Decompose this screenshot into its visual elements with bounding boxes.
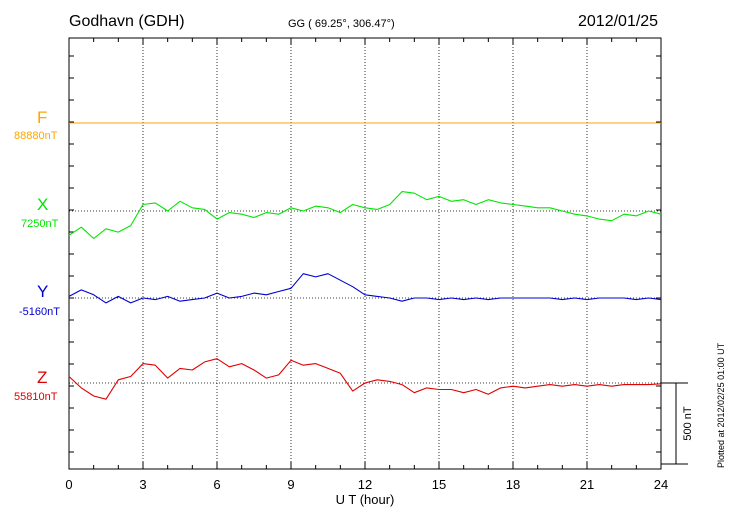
scale-bar-label: 500 nT bbox=[682, 406, 694, 441]
series-label-x: X bbox=[37, 195, 49, 214]
x-tick-label: 9 bbox=[287, 477, 294, 492]
station-coords: GG ( 69.25°, 306.47°) bbox=[288, 18, 395, 30]
plotted-timestamp: Plotted at 2012/02/25 01:00 UT bbox=[716, 342, 726, 468]
x-tick-label: 6 bbox=[213, 477, 220, 492]
x-tick-label: 18 bbox=[506, 477, 520, 492]
x-tick-label: 15 bbox=[432, 477, 446, 492]
series-line-y bbox=[68, 273, 662, 304]
x-axis-title: U T (hour) bbox=[336, 492, 395, 507]
series-label-f: F bbox=[37, 108, 48, 127]
x-tick-label: 24 bbox=[654, 477, 668, 492]
x-tick-label: 12 bbox=[358, 477, 372, 492]
plot-date: 2012/01/25 bbox=[578, 13, 659, 30]
x-tick-label: 3 bbox=[139, 477, 146, 492]
baseline-label-y: -5160nT bbox=[19, 306, 60, 318]
baseline-label-f: 88880nT bbox=[14, 130, 58, 142]
series-label-y: Y bbox=[37, 282, 49, 301]
series-line-z bbox=[68, 358, 662, 400]
x-tick-label: 0 bbox=[65, 477, 72, 492]
baseline-label-x: 7250nT bbox=[21, 218, 59, 230]
baseline-label-z: 55810nT bbox=[14, 391, 58, 403]
x-tick-label: 21 bbox=[580, 477, 594, 492]
station-title: Godhavn (GDH) bbox=[69, 13, 185, 30]
series-line-x bbox=[68, 191, 662, 240]
series-label-z: Z bbox=[37, 368, 48, 387]
